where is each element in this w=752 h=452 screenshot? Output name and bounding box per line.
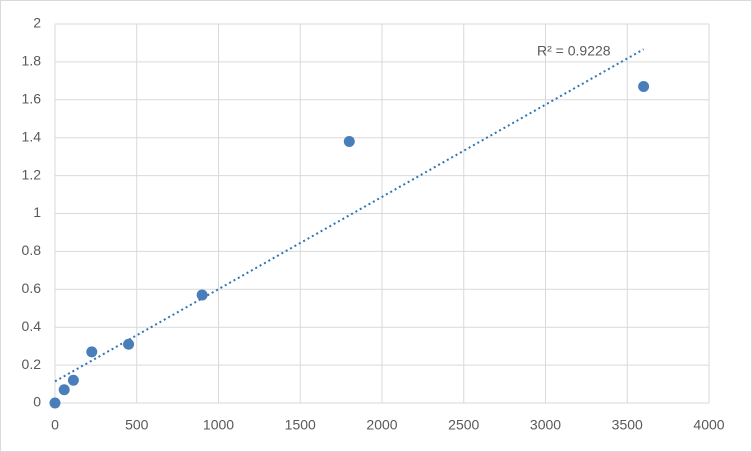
y-tick-label: 1.8 (22, 53, 42, 69)
x-tick-label: 1500 (285, 417, 316, 433)
x-tick-label: 500 (125, 417, 149, 433)
x-tick-label: 2500 (448, 417, 479, 433)
y-tick-label: 1.6 (22, 91, 42, 107)
y-tick-label: 0.6 (22, 280, 42, 296)
data-point (196, 289, 208, 301)
y-tick-label: 1 (33, 204, 41, 220)
data-point (123, 338, 135, 350)
y-tick-label: 1.4 (22, 128, 42, 144)
x-tick-label: 3000 (530, 417, 561, 433)
x-tick-label: 0 (51, 417, 59, 433)
data-point (343, 135, 355, 147)
x-tick-label: 2000 (366, 417, 397, 433)
data-point (638, 81, 650, 93)
x-tick-label: 3500 (612, 417, 643, 433)
data-point (58, 384, 70, 396)
data-point (49, 397, 61, 409)
y-tick-label: 0 (33, 394, 41, 410)
trendline-equation: R² = 0.9228 (537, 43, 611, 59)
y-tick-label: 2 (33, 15, 41, 31)
y-tick-label: 0.8 (22, 242, 42, 258)
data-point (67, 374, 79, 386)
y-tick-label: 0.4 (22, 318, 42, 334)
x-tick-label: 1000 (203, 417, 234, 433)
y-tick-label: 0.2 (22, 356, 42, 372)
y-tick-label: 1.2 (22, 166, 42, 182)
x-tick-label: 4000 (693, 417, 724, 433)
data-point (86, 346, 98, 358)
